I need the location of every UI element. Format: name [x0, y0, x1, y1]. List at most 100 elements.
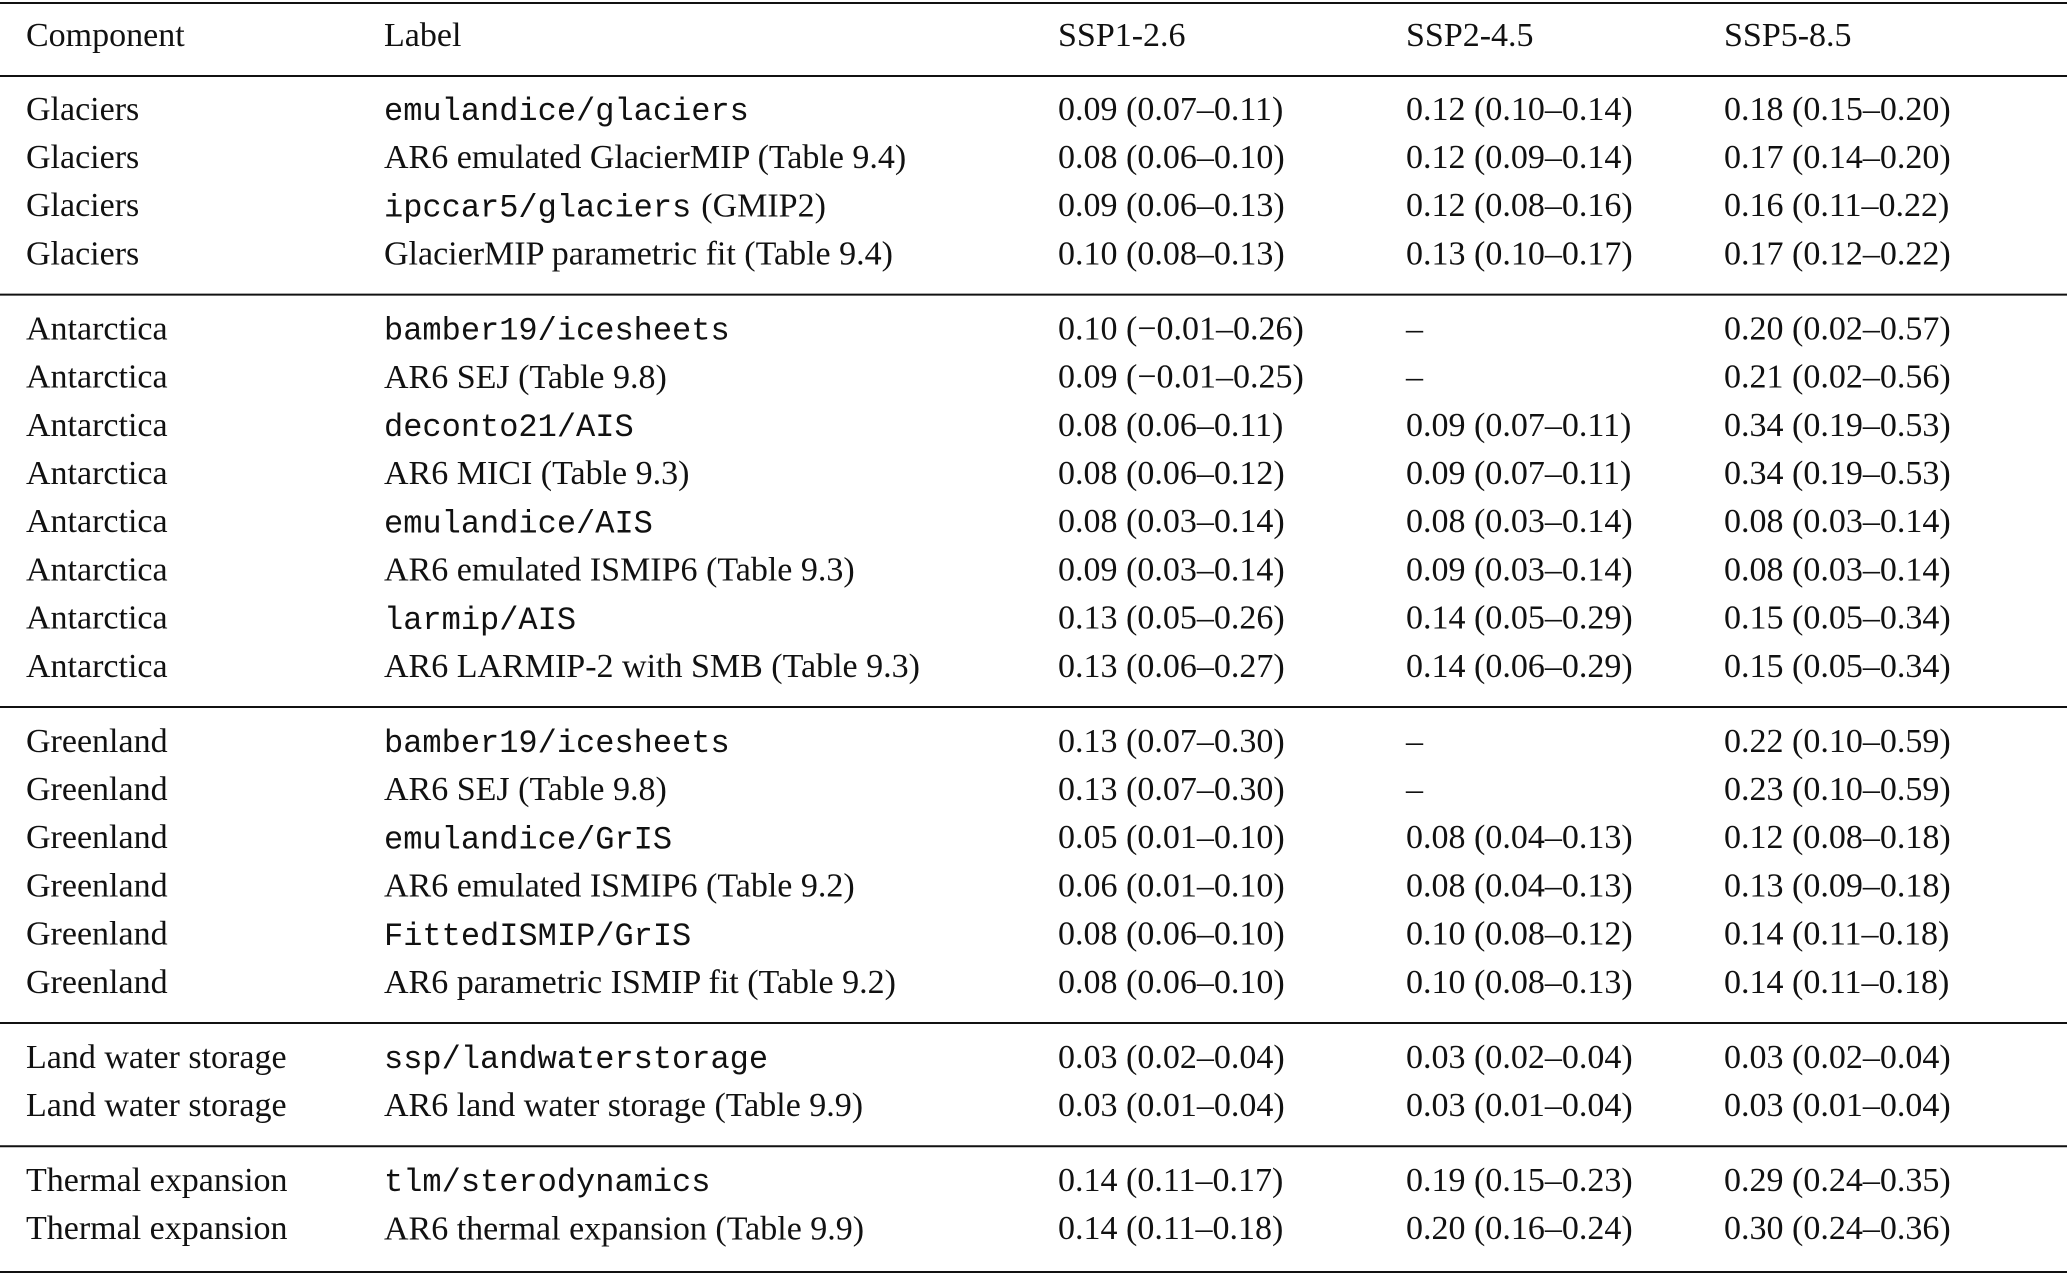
value-cell: 0.09 (−0.01–0.25)	[1058, 359, 1304, 396]
value-cell: 0.03 (0.02–0.04)	[1406, 1039, 1633, 1076]
value-cell: 0.06 (0.01–0.10)	[1058, 867, 1285, 904]
value-cell: 0.30 (0.24–0.36)	[1724, 1210, 1951, 1247]
value-cell: 0.13 (0.09–0.18)	[1724, 867, 1951, 904]
column-header: Component	[26, 17, 185, 54]
label-cell: AR6 thermal expansion (Table 9.9)	[384, 1210, 864, 1247]
value-cell: 0.08 (0.06–0.12)	[1058, 455, 1285, 492]
component-cell: Antarctica	[26, 600, 168, 637]
label-text: emulandice/glaciers	[384, 93, 749, 130]
value-cell: –	[1405, 723, 1424, 760]
label-cell: bamber19/icesheets	[384, 313, 730, 350]
column-header: SSP5-8.5	[1724, 17, 1852, 54]
label-cell: GlacierMIP parametric fit (Table 9.4)	[384, 235, 893, 272]
value-cell: 0.10 (0.08–0.13)	[1406, 964, 1633, 1001]
label-cell: deconto21/AIS	[384, 409, 634, 446]
value-cell: 0.10 (−0.01–0.26)	[1058, 310, 1304, 347]
label-cell: AR6 SEJ (Table 9.8)	[384, 771, 667, 808]
column-header: SSP2-4.5	[1406, 17, 1534, 54]
value-cell: 0.14 (0.11–0.18)	[1724, 916, 1949, 953]
label-text: ssp/landwaterstorage	[384, 1041, 768, 1078]
component-cell: Greenland	[26, 867, 168, 904]
label-text: AR6 emulated ISMIP6 (Table 9.3)	[384, 551, 855, 588]
label-cell: emulandice/glaciers	[384, 93, 749, 130]
value-cell: 0.12 (0.08–0.16)	[1406, 187, 1633, 224]
value-cell: 0.03 (0.02–0.04)	[1724, 1039, 1951, 1076]
value-cell: 0.03 (0.01–0.04)	[1724, 1087, 1951, 1124]
value-cell: 0.13 (0.05–0.26)	[1058, 600, 1285, 637]
label-cell: larmip/AIS	[384, 602, 576, 639]
value-cell: 0.15 (0.05–0.34)	[1724, 600, 1951, 637]
value-cell: 0.13 (0.06–0.27)	[1058, 648, 1285, 685]
component-cell: Greenland	[26, 916, 168, 953]
value-cell: 0.08 (0.06–0.10)	[1058, 916, 1285, 953]
label-cell: AR6 emulated ISMIP6 (Table 9.3)	[384, 551, 855, 588]
component-cell: Antarctica	[26, 551, 168, 588]
component-cell: Greenland	[26, 819, 168, 856]
component-cell: Antarctica	[26, 455, 168, 492]
label-text: AR6 emulated ISMIP6 (Table 9.2)	[384, 867, 855, 904]
component-cell: Antarctica	[26, 310, 168, 347]
component-cell: Thermal expansion	[26, 1210, 288, 1247]
value-cell: 0.12 (0.09–0.14)	[1406, 139, 1633, 176]
label-cell: emulandice/AIS	[384, 506, 653, 543]
value-cell: –	[1405, 310, 1424, 347]
label-text: deconto21/AIS	[384, 409, 634, 446]
value-cell: 0.08 (0.04–0.13)	[1406, 819, 1633, 856]
value-cell: 0.14 (0.06–0.29)	[1406, 648, 1633, 685]
label-cell: ssp/landwaterstorage	[384, 1041, 768, 1078]
value-cell: 0.09 (0.07–0.11)	[1406, 407, 1631, 444]
value-cell: 0.14 (0.11–0.18)	[1058, 1210, 1283, 1247]
value-cell: 0.09 (0.06–0.13)	[1058, 187, 1285, 224]
label-cell: AR6 emulated ISMIP6 (Table 9.2)	[384, 867, 855, 904]
column-header: Label	[384, 17, 461, 54]
value-cell: 0.29 (0.24–0.35)	[1724, 1162, 1951, 1199]
value-cell: 0.03 (0.01–0.04)	[1406, 1087, 1633, 1124]
value-cell: 0.09 (0.07–0.11)	[1058, 91, 1283, 128]
label-text: AR6 SEJ (Table 9.8)	[384, 359, 667, 396]
label-text: AR6 emulated GlacierMIP (Table 9.4)	[384, 139, 906, 176]
value-cell: 0.16 (0.11–0.22)	[1724, 187, 1949, 224]
component-cell: Land water storage	[26, 1039, 287, 1076]
value-cell: 0.14 (0.05–0.29)	[1406, 600, 1633, 637]
value-cell: 0.08 (0.06–0.10)	[1058, 139, 1285, 176]
value-cell: 0.20 (0.16–0.24)	[1406, 1210, 1633, 1247]
value-cell: 0.08 (0.03–0.14)	[1724, 551, 1951, 588]
label-cell: ipccar5/glaciers (GMIP2)	[384, 187, 826, 227]
label-cell: AR6 emulated GlacierMIP (Table 9.4)	[384, 139, 906, 176]
label-text: AR6 parametric ISMIP fit (Table 9.2)	[384, 964, 896, 1001]
value-cell: 0.20 (0.02–0.57)	[1724, 310, 1951, 347]
component-cell: Glaciers	[26, 235, 139, 272]
value-cell: 0.08 (0.03–0.14)	[1724, 503, 1951, 540]
component-cell: Land water storage	[26, 1087, 287, 1124]
label-text: emulandice/AIS	[384, 506, 653, 543]
value-cell: 0.17 (0.12–0.22)	[1724, 235, 1951, 272]
value-cell: 0.13 (0.07–0.30)	[1058, 771, 1285, 808]
component-cell: Antarctica	[26, 407, 168, 444]
label-cell: FittedISMIP/GrIS	[384, 918, 691, 955]
value-cell: 0.15 (0.05–0.34)	[1724, 648, 1951, 685]
label-text: AR6 MICI (Table 9.3)	[384, 455, 689, 492]
component-cell: Glaciers	[26, 91, 139, 128]
value-cell: 0.12 (0.10–0.14)	[1406, 91, 1633, 128]
value-cell: 0.34 (0.19–0.53)	[1724, 455, 1951, 492]
label-text: GlacierMIP parametric fit (Table 9.4)	[384, 235, 893, 272]
component-cell: Greenland	[26, 723, 168, 760]
value-cell: 0.03 (0.01–0.04)	[1058, 1087, 1285, 1124]
value-cell: 0.08 (0.06–0.11)	[1058, 407, 1283, 444]
value-cell: 0.08 (0.04–0.13)	[1406, 867, 1633, 904]
value-cell: 0.19 (0.15–0.23)	[1406, 1162, 1633, 1199]
label-text: AR6 land water storage (Table 9.9)	[384, 1087, 863, 1124]
label-cell: emulandice/GrIS	[384, 822, 672, 859]
value-cell: 0.23 (0.10–0.59)	[1724, 771, 1951, 808]
label-cell: AR6 LARMIP-2 with SMB (Table 9.3)	[384, 648, 920, 685]
value-cell: 0.03 (0.02–0.04)	[1058, 1039, 1285, 1076]
label-cell: AR6 MICI (Table 9.3)	[384, 455, 689, 492]
label-cell: AR6 SEJ (Table 9.8)	[384, 359, 667, 396]
value-cell: 0.05 (0.01–0.10)	[1058, 819, 1285, 856]
component-cell: Glaciers	[26, 187, 139, 224]
component-cell: Greenland	[26, 964, 168, 1001]
component-cell: Antarctica	[26, 648, 168, 685]
value-cell: –	[1405, 771, 1424, 808]
label-text: AR6 LARMIP-2 with SMB (Table 9.3)	[384, 648, 920, 685]
